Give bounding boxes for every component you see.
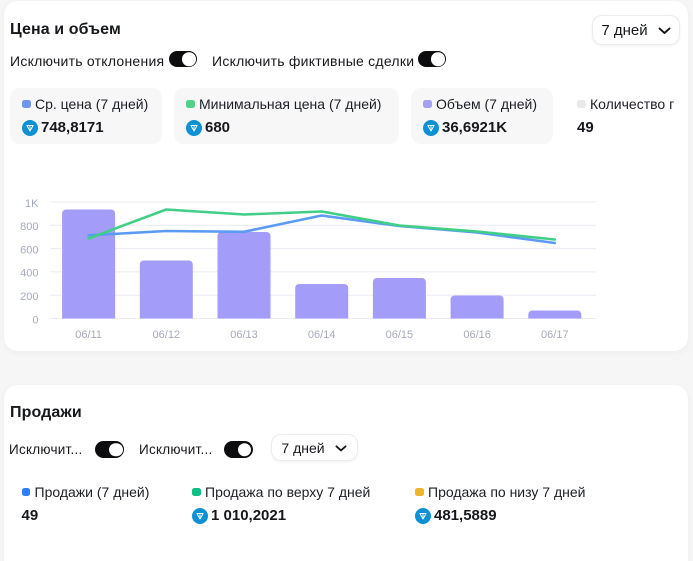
- svg-text:06/11: 06/11: [75, 329, 102, 341]
- svg-text:06/14: 06/14: [308, 329, 336, 341]
- svg-text:06/16: 06/16: [463, 329, 491, 341]
- svg-text:06/17: 06/17: [541, 329, 569, 341]
- svg-text:06/13: 06/13: [230, 329, 258, 341]
- svg-text:0: 0: [32, 314, 38, 326]
- svg-text:06/12: 06/12: [153, 329, 181, 341]
- svg-text:400: 400: [20, 268, 38, 280]
- svg-text:800: 800: [20, 221, 38, 233]
- svg-text:1K: 1K: [25, 198, 39, 210]
- svg-text:06/15: 06/15: [386, 329, 414, 341]
- svg-text:600: 600: [20, 244, 38, 256]
- svg-text:200: 200: [20, 291, 38, 303]
